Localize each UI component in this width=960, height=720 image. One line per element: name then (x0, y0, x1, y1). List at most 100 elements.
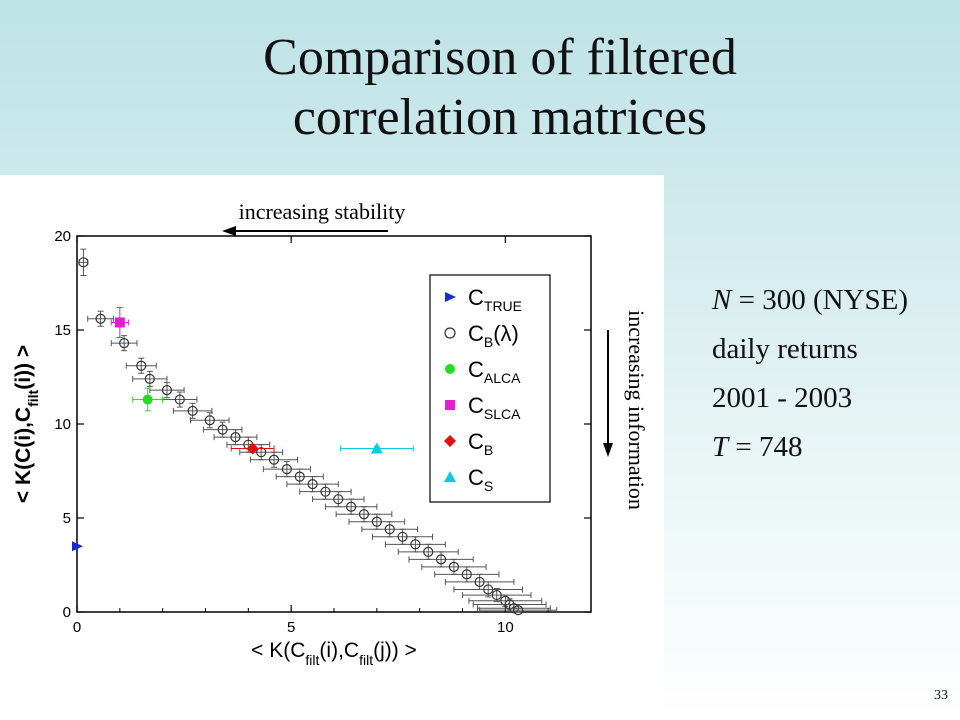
data-point-cb (358, 509, 370, 520)
y-tick-label: 20 (54, 228, 71, 245)
data-point-cb (513, 605, 524, 616)
data-point-cb (384, 524, 395, 535)
legend-label: CB(λ) (468, 321, 519, 350)
data-point-cb (136, 360, 147, 371)
x-axis-label-part: < K(C (251, 639, 305, 662)
data-point-cb (204, 415, 215, 426)
y-tick-label: 0 (63, 604, 71, 621)
data-point-cb (78, 257, 89, 268)
note-n-var: N (712, 284, 732, 316)
data-point-cb (217, 424, 228, 435)
data-point-cb (423, 546, 434, 557)
data-point-calca (142, 394, 153, 405)
legend-label-main: C (468, 429, 484, 454)
note-returns: daily returns (712, 333, 858, 365)
data-point-cb (397, 531, 408, 542)
side-notes: N = 300 (NYSE) daily returns 2001 - 2003… (712, 280, 952, 476)
note-t-var: T (712, 431, 729, 463)
legend-label: CB (468, 429, 493, 458)
data-point-cb (95, 313, 106, 324)
title-line-2: correlation matrices (292, 89, 708, 146)
legend-marker (445, 292, 456, 302)
legend-label-sub: TRUE (484, 298, 522, 314)
x-tick-label: 0 (73, 619, 81, 636)
stability-arrow-head (222, 226, 236, 236)
note-years: 2001 - 2003 (712, 382, 853, 414)
legend-label-sub: SLCA (484, 406, 521, 422)
data-point-cb (410, 539, 421, 550)
data-point-cb (474, 576, 485, 588)
x-axis-label-part: filt (305, 652, 319, 668)
data-point-cb (491, 589, 502, 601)
legend-label-sub: ALCA (484, 370, 521, 386)
legend-label: CSLCA (468, 393, 521, 422)
figure-panel: 0 5 10 0 5 10 15 20 < K(Cfilt(i),Cfilt(j)) > < K(… (0, 175, 664, 720)
legend-label: CTRUE (468, 285, 522, 314)
legend-label-main: C (468, 393, 484, 418)
note-n-value: = 300 (NYSE) (731, 284, 908, 316)
x-tick-label: 10 (497, 619, 514, 636)
y-tick-label: 5 (63, 510, 71, 527)
note-t-value: = 748 (728, 431, 803, 463)
x-axis-label-part: (i),C (319, 639, 359, 662)
data-point-cb (268, 454, 280, 465)
data-point-cb (119, 338, 130, 349)
data-point-cb (435, 554, 447, 565)
legend-label-sub: S (484, 478, 493, 494)
legend-marker (445, 400, 455, 410)
data-point-cb (281, 464, 292, 475)
data-point-cb (187, 405, 198, 416)
y-axis-label-part: < K(C(i),C (12, 407, 35, 503)
data-point-cb (144, 373, 155, 384)
data-point-cb (461, 569, 472, 580)
legend-label-main: C (468, 357, 484, 382)
data-point-cb (371, 516, 382, 527)
data-point-cb (294, 471, 305, 482)
y-tick-label: 10 (54, 416, 71, 433)
title-line-1: Comparison of filtered (263, 29, 737, 86)
data-point-cb (307, 479, 318, 490)
slide-title: Comparison of filtered correlation matri… (0, 28, 960, 148)
slide-number: 33 (934, 688, 948, 703)
legend-label-main: C (468, 321, 484, 346)
information-arrow-head (603, 443, 613, 457)
data-point-cb (246, 442, 259, 455)
x-tick-label: 5 (287, 619, 295, 636)
y-axis-label-part: (i)) > (12, 345, 35, 390)
note-t: T = 748 (712, 427, 952, 476)
data-point-cb (230, 432, 241, 443)
x-axis-label-part: filt (359, 652, 373, 668)
legend-box (429, 274, 551, 503)
data-point-cb (448, 561, 460, 572)
x-axis-label: < K(Cfilt(i),Cfilt(j)) > (251, 639, 417, 668)
legend-label-sub: B (484, 334, 493, 350)
legend-label-suffix: (λ) (493, 321, 519, 346)
data-point-cb (483, 584, 494, 595)
data-point-ctrue (72, 541, 83, 552)
x-axis-label-part: (j)) > (373, 639, 417, 662)
data-point-cb (256, 447, 267, 458)
legend-label-main: C (468, 465, 484, 490)
legend-label: CS (468, 465, 493, 494)
data-point-cb (174, 394, 185, 405)
data-point-cb (333, 494, 344, 505)
legend-label: CALCA (468, 357, 521, 386)
note-n: N = 300 (NYSE) (712, 280, 952, 329)
y-axis-label: < K(C(i),Cfilt(i)) > (12, 345, 41, 503)
data-point-cslca (114, 317, 125, 328)
legend-label-main: C (468, 285, 484, 310)
y-axis-label-part: filt (25, 389, 41, 406)
annotation-stability: increasing stability (239, 199, 406, 224)
data-point-cs (370, 442, 383, 454)
data-point-cb (161, 385, 173, 396)
legend-marker (445, 364, 455, 374)
y-tick-label: 15 (54, 322, 71, 339)
legend-label-sub: B (484, 442, 493, 458)
data-point-cb (346, 501, 357, 512)
legend-marker (444, 435, 456, 447)
data-point-cb (320, 486, 331, 497)
annotation-information: increasing information (624, 310, 649, 510)
legend-marker (444, 471, 456, 482)
legend-marker (444, 327, 456, 339)
